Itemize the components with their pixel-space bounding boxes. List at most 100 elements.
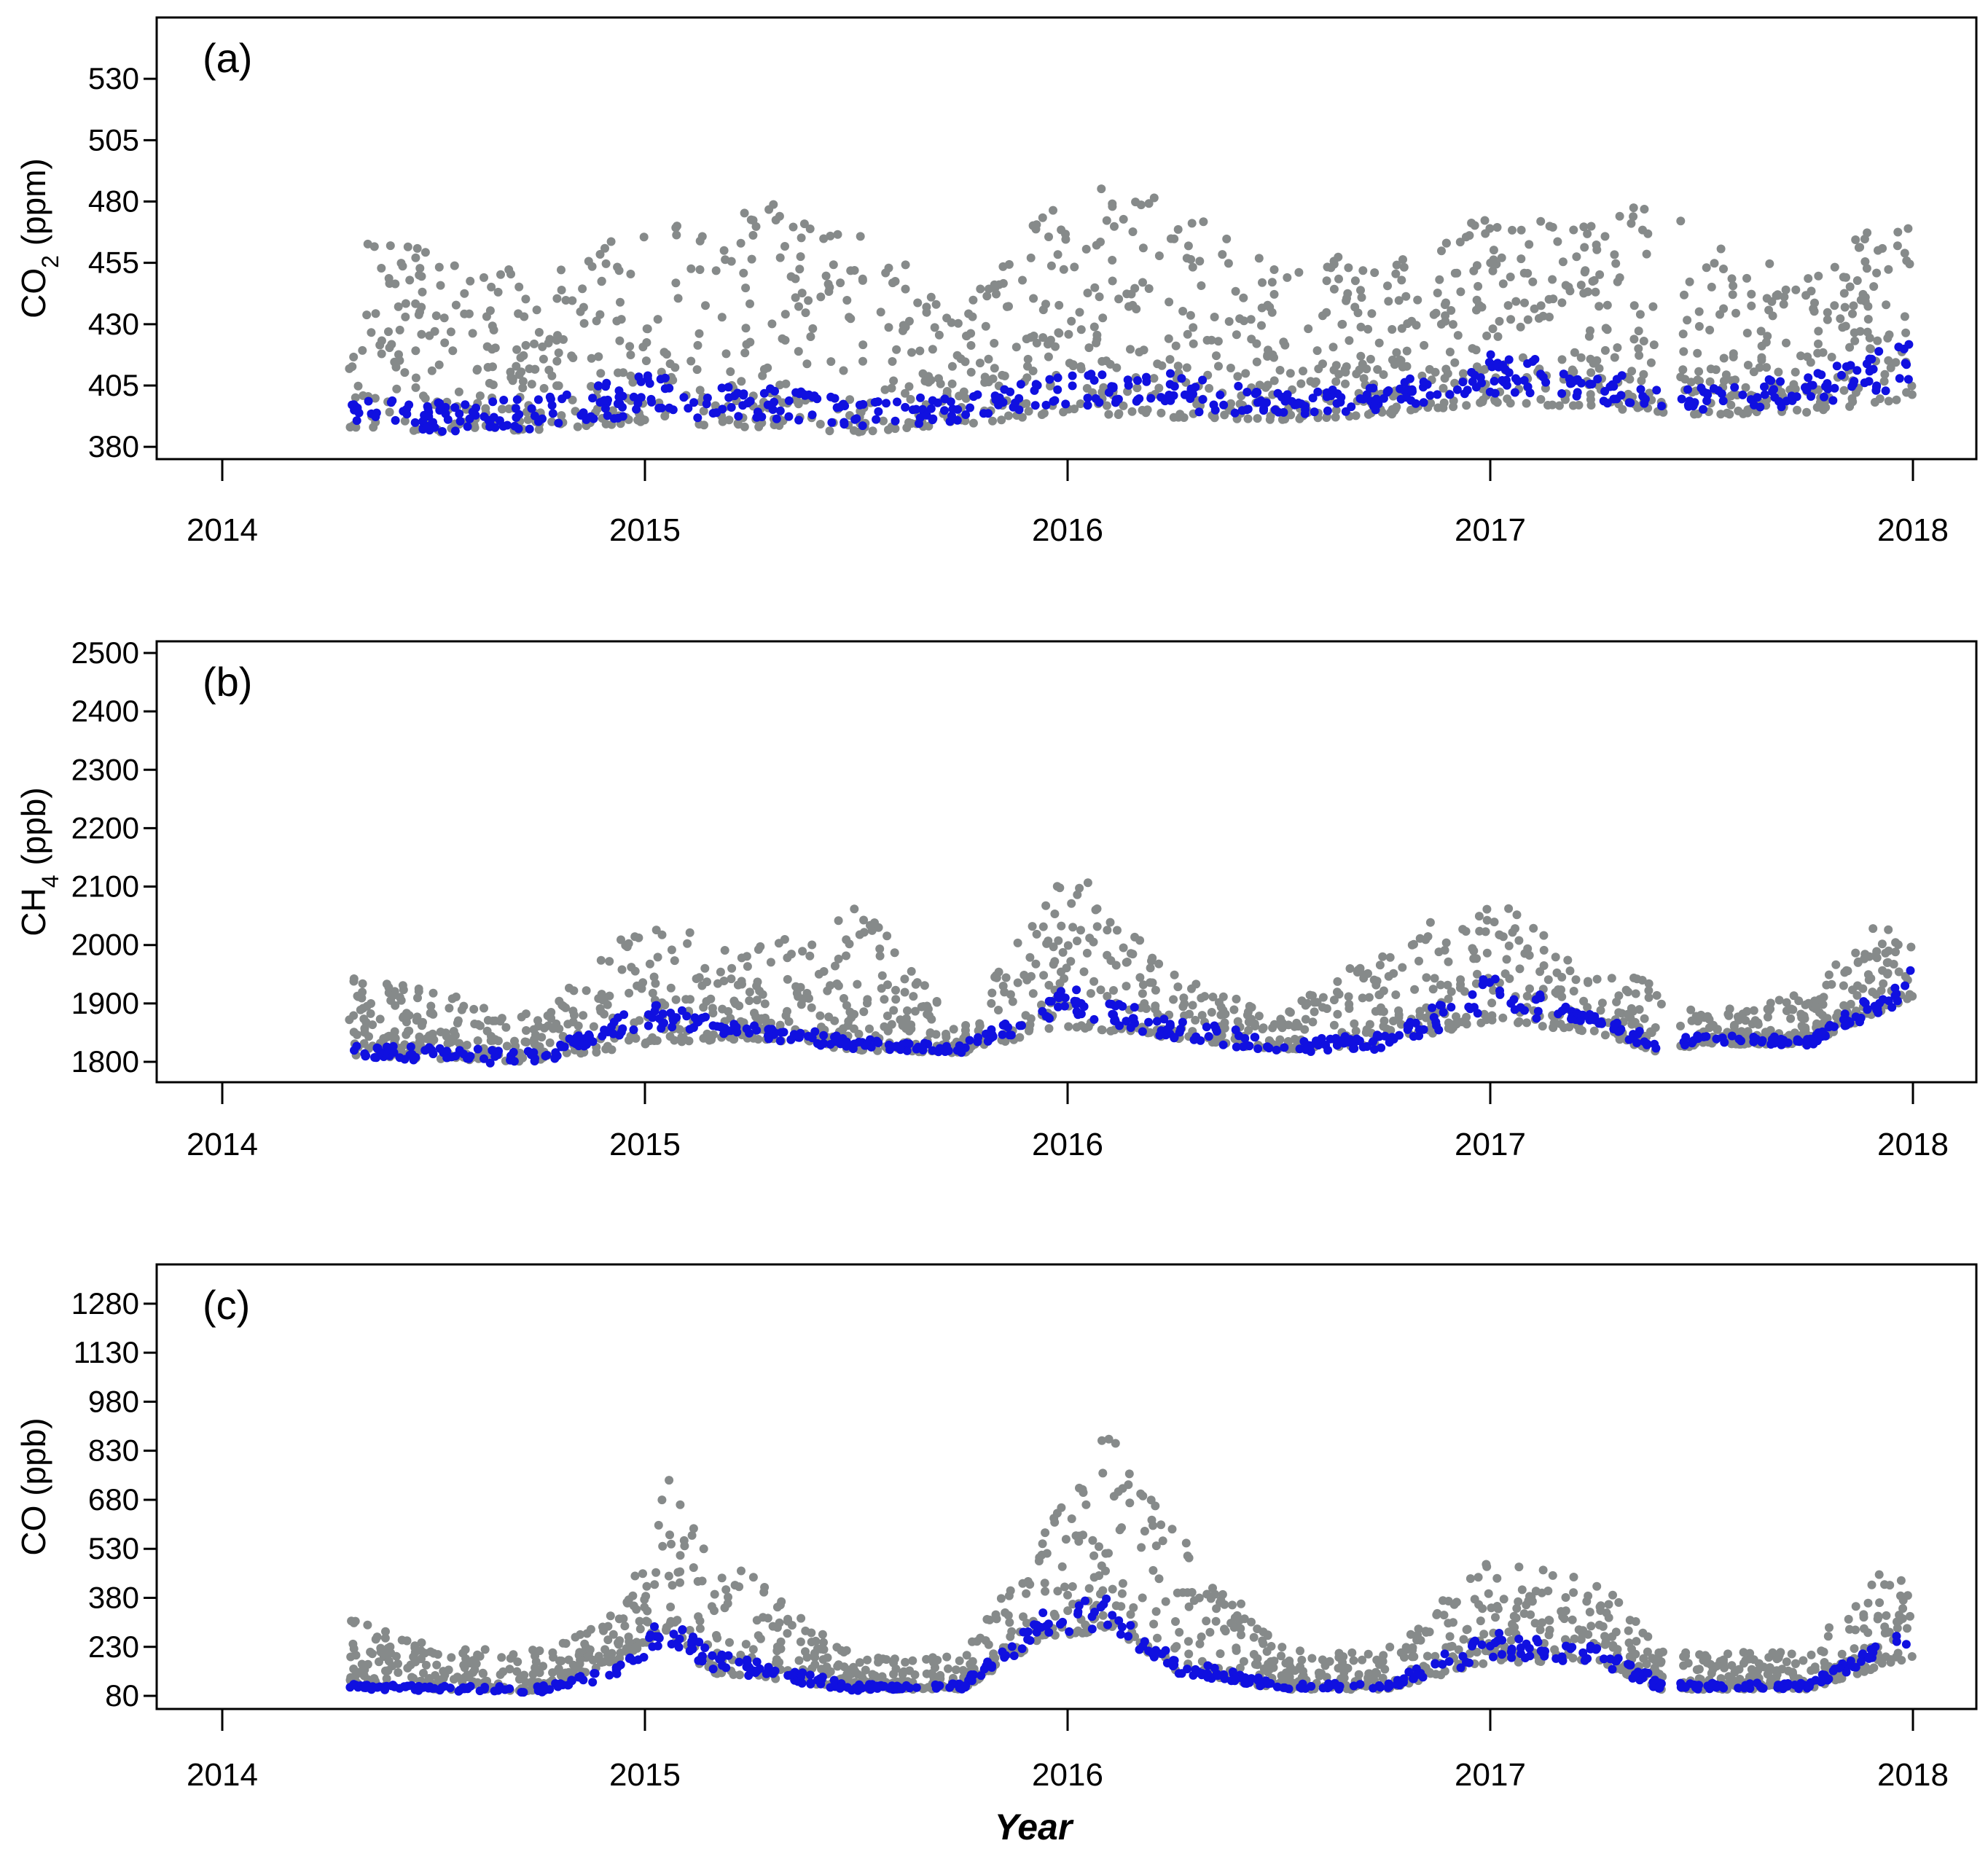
data-point [1493,332,1503,341]
data-point [1216,390,1225,399]
data-point [816,292,826,302]
data-point [1109,1492,1119,1501]
data-point [1079,1530,1088,1540]
data-point [415,1037,424,1047]
data-point [892,345,901,354]
data-point [1219,400,1229,410]
data-point [530,1057,539,1065]
data-point [883,931,892,941]
data-point [1866,344,1875,353]
data-point [1647,1028,1656,1037]
data-point [854,1029,864,1039]
data-point [1586,401,1596,410]
data-point [1345,964,1355,973]
data-point [1907,1652,1917,1661]
data-point [899,1020,909,1029]
data-points [345,1434,1917,1697]
data-point [1880,369,1890,379]
data-point [1705,377,1715,386]
data-point [1356,286,1365,295]
data-point [1900,312,1909,321]
data-point [798,947,807,956]
data-point [1557,992,1567,1001]
data-point [1638,225,1647,235]
data-point [1119,401,1128,410]
data-point [1369,402,1378,411]
data-point [889,376,899,386]
data-point [1253,414,1262,423]
data-point [1643,1039,1652,1049]
data-point [1470,1595,1479,1604]
data-point [401,312,410,321]
data-point [482,1026,492,1036]
data-point [826,231,835,240]
data-point [1263,1042,1272,1052]
data-point [1874,246,1882,255]
data-point [1379,370,1388,379]
data-point [1326,263,1336,273]
data-point [1269,265,1279,274]
data-point [1395,1030,1404,1040]
data-point [417,272,426,281]
data-point [349,1618,359,1627]
data-point [1070,262,1079,272]
data-point [402,410,412,419]
data-point [514,309,523,318]
data-point [801,308,810,318]
data-point [1730,383,1740,392]
data-point [711,266,721,275]
data-point [1170,1033,1179,1043]
data-point [664,1571,673,1581]
data-point [1312,1036,1320,1046]
data-point [1504,355,1514,364]
data-point [1543,1587,1553,1595]
data-point [1318,1655,1327,1665]
data-point [1515,964,1525,974]
data-point [982,292,992,301]
data-point [1212,351,1221,361]
data-point [884,263,893,273]
data-point [1253,1654,1262,1663]
data-point [620,1622,630,1631]
data-point [1458,369,1468,378]
data-point [1076,926,1085,935]
data-point [539,1662,548,1671]
data-point [1512,910,1522,920]
data-point [1902,360,1911,369]
data-point [1050,396,1060,405]
data-point [766,384,775,394]
data-point [1498,361,1508,369]
data-point [614,368,622,378]
data-point [606,237,616,246]
data-point [1104,410,1114,419]
data-point [439,313,449,323]
data-point [1731,308,1740,318]
data-point [759,1587,769,1597]
data-point [1460,987,1469,996]
data-point [485,1058,495,1068]
data-point [1079,967,1089,977]
data-point [947,411,956,421]
data-point [1557,972,1567,982]
data-point [874,1039,883,1047]
data-point [1594,364,1604,373]
data-point [1040,1579,1049,1588]
data-point [1088,1536,1097,1545]
data-point [797,233,806,243]
data-point [992,971,1001,980]
data-point [410,418,420,427]
data-point [405,275,415,285]
data-point [903,1006,912,1015]
data-point [1764,375,1774,384]
data-point [1377,1043,1386,1052]
data-point [512,395,522,404]
data-point [823,279,833,289]
data-point [1154,1574,1164,1584]
data-point [1005,1618,1014,1627]
data-point [1885,330,1894,340]
data-point [839,1024,848,1033]
data-point [1492,223,1502,232]
data-point [734,412,743,421]
data-point [1308,1017,1318,1027]
